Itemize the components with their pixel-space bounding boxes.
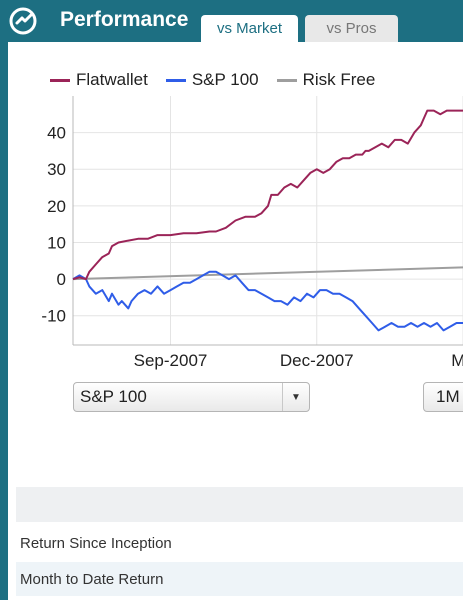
x-tick-label: Dec-2007 (280, 351, 354, 370)
legend-label: Flatwallet (76, 70, 148, 89)
y-tick-label: -10 (41, 307, 66, 326)
tab-vs-pros[interactable]: vs Pros (305, 15, 398, 42)
y-tick-label: 40 (47, 124, 66, 143)
y-tick-label: 30 (47, 160, 66, 179)
legend-swatch-risk-free (276, 78, 297, 82)
legend-swatch-flatwallet (50, 78, 70, 82)
legend-swatch-sp100 (165, 78, 186, 82)
y-tick-label: 0 (57, 270, 66, 289)
legend-label: S&P 100 (191, 70, 259, 89)
y-tick-label: 20 (47, 197, 66, 216)
tab-vs-market[interactable]: vs Market (201, 15, 298, 42)
page-title: Performance (60, 8, 189, 31)
chevron-down-icon[interactable]: ▼ (282, 383, 309, 411)
legend-label: Risk Free (302, 70, 376, 89)
series-line-flatwallet (72, 109, 463, 281)
gauge-logo-icon (9, 7, 37, 35)
legend-item-sp100[interactable]: S&P 100 (165, 70, 259, 90)
series-line-s-p-100 (72, 270, 463, 332)
range-button-label: 1M (436, 387, 460, 406)
chart-legend: Flatwallet S&P 100 Risk Free (50, 70, 375, 90)
legend-item-flatwallet[interactable]: Flatwallet (50, 70, 148, 90)
benchmark-select[interactable]: S&P 100 ▼ (73, 382, 310, 412)
x-tick-label: Sep-2007 (134, 351, 208, 370)
y-tick-label: 10 (47, 233, 66, 252)
table-row: Return Since Inception (16, 526, 463, 560)
table-header (16, 487, 463, 522)
row-label: Return Since Inception (20, 535, 172, 552)
series-line-risk-free (72, 266, 463, 281)
table-row: Month to Date Return (16, 562, 463, 596)
app-header: Performance vs Market vs Pros (0, 0, 463, 42)
row-label: Month to Date Return (20, 571, 164, 588)
legend-item-risk-free[interactable]: Risk Free (276, 70, 376, 90)
benchmark-select-value: S&P 100 (80, 387, 147, 406)
range-button[interactable]: 1M (423, 382, 463, 412)
x-tick-label: Ma (451, 351, 463, 370)
